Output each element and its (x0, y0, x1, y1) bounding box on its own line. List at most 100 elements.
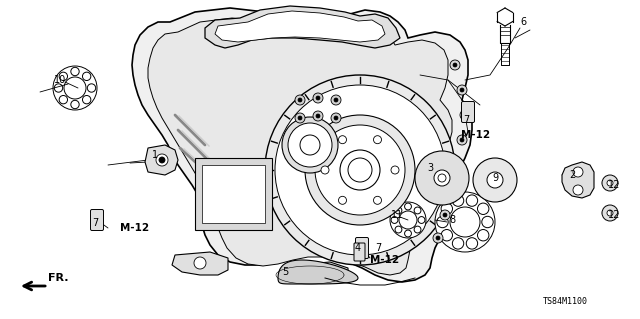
Circle shape (275, 85, 445, 255)
Circle shape (607, 210, 613, 216)
Circle shape (457, 85, 467, 95)
FancyBboxPatch shape (90, 210, 104, 231)
Circle shape (315, 125, 405, 215)
Circle shape (445, 185, 455, 195)
Text: 4: 4 (355, 243, 361, 253)
Circle shape (404, 203, 412, 210)
Circle shape (453, 163, 457, 167)
Circle shape (443, 213, 447, 217)
Circle shape (331, 113, 341, 123)
Circle shape (435, 192, 495, 252)
Circle shape (53, 66, 97, 110)
Circle shape (448, 188, 452, 192)
Polygon shape (202, 165, 265, 223)
Circle shape (460, 110, 470, 120)
Circle shape (414, 226, 421, 233)
Polygon shape (205, 6, 400, 48)
Circle shape (390, 202, 426, 238)
Circle shape (265, 75, 455, 265)
Circle shape (298, 98, 302, 102)
Polygon shape (172, 252, 228, 275)
Circle shape (71, 100, 79, 109)
Polygon shape (148, 18, 452, 275)
Circle shape (414, 207, 421, 214)
Text: M-12: M-12 (461, 130, 491, 140)
Circle shape (321, 166, 329, 174)
Text: M-12: M-12 (120, 223, 150, 233)
Circle shape (441, 230, 452, 241)
Circle shape (457, 135, 467, 145)
Circle shape (339, 136, 346, 144)
Circle shape (334, 98, 338, 102)
Circle shape (159, 157, 165, 163)
FancyBboxPatch shape (355, 238, 369, 258)
Circle shape (313, 111, 323, 121)
Circle shape (282, 117, 338, 173)
Circle shape (295, 113, 305, 123)
Circle shape (395, 226, 402, 233)
Circle shape (450, 60, 460, 70)
Circle shape (339, 196, 346, 204)
Circle shape (54, 84, 63, 92)
Text: 9: 9 (492, 173, 498, 183)
Circle shape (453, 63, 457, 67)
Text: 3: 3 (427, 163, 433, 173)
Text: 12: 12 (608, 210, 620, 220)
Polygon shape (195, 158, 272, 230)
Text: 10: 10 (54, 75, 66, 85)
Circle shape (602, 205, 618, 221)
Text: FR.: FR. (48, 273, 68, 283)
Text: 2: 2 (569, 170, 575, 180)
Circle shape (452, 238, 464, 249)
Circle shape (415, 151, 469, 205)
Circle shape (482, 216, 493, 228)
Circle shape (433, 233, 443, 243)
Circle shape (331, 95, 341, 105)
Circle shape (316, 114, 320, 118)
Circle shape (450, 207, 480, 237)
FancyBboxPatch shape (461, 101, 474, 122)
Text: 5: 5 (282, 267, 288, 277)
Circle shape (194, 257, 206, 269)
Circle shape (298, 116, 302, 120)
Circle shape (59, 95, 67, 104)
Circle shape (295, 95, 305, 105)
Circle shape (300, 135, 320, 155)
Circle shape (404, 230, 412, 237)
Circle shape (59, 72, 67, 80)
Circle shape (391, 217, 398, 223)
Text: 7: 7 (92, 218, 98, 228)
Text: M-12: M-12 (371, 255, 399, 265)
Circle shape (460, 138, 464, 142)
Circle shape (374, 136, 381, 144)
Circle shape (438, 174, 446, 182)
Circle shape (452, 195, 464, 206)
Circle shape (340, 150, 380, 190)
Text: 7: 7 (463, 115, 469, 125)
Circle shape (573, 167, 583, 177)
Text: 12: 12 (608, 180, 620, 190)
Circle shape (467, 238, 477, 249)
Circle shape (441, 203, 452, 214)
Circle shape (156, 154, 168, 166)
Circle shape (460, 88, 464, 92)
Circle shape (440, 210, 450, 220)
Text: 8: 8 (449, 215, 455, 225)
Circle shape (477, 230, 489, 241)
Circle shape (607, 180, 613, 186)
Circle shape (305, 115, 415, 225)
Circle shape (348, 158, 372, 182)
Polygon shape (278, 260, 358, 284)
Circle shape (334, 116, 338, 120)
Circle shape (487, 172, 503, 188)
Circle shape (71, 67, 79, 76)
Circle shape (467, 195, 477, 206)
Circle shape (434, 170, 450, 186)
Circle shape (87, 84, 96, 92)
Text: 11: 11 (391, 210, 403, 220)
Circle shape (477, 203, 489, 214)
Circle shape (463, 113, 467, 117)
Circle shape (437, 216, 448, 228)
FancyBboxPatch shape (354, 243, 365, 261)
Text: 1: 1 (152, 150, 158, 160)
